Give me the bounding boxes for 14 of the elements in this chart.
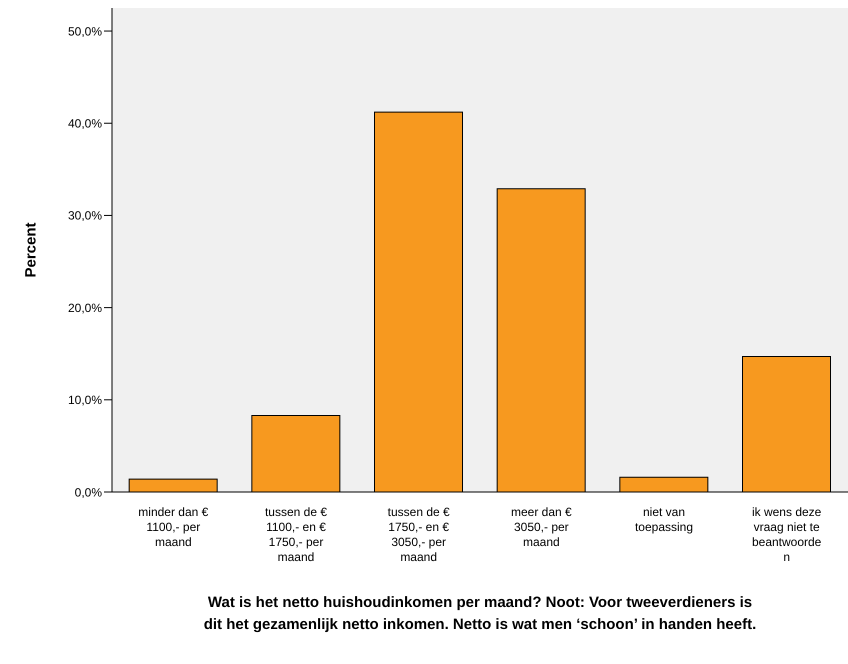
y-tick-label: 50,0% [68, 24, 102, 38]
x-tick-label: niet van toepassing [634, 505, 694, 534]
y-tick-label: 30,0% [68, 208, 102, 223]
y-tick-label: 0,0% [74, 485, 102, 500]
x-tick-label: minder dan € 1100,- per maand [138, 505, 209, 549]
x-tick-label: meer dan € 3050,- per maand [510, 505, 572, 549]
y-tick-label: 10,0% [68, 393, 102, 408]
x-tick-label: ik wens deze vraag niet te beantwoorden [752, 505, 822, 564]
x-tick-label: tussen de € 1750,- en € 3050,- per maand [388, 505, 450, 564]
y-tick-label: 20,0% [68, 300, 102, 315]
y-tick-label: 40,0% [68, 116, 102, 130]
x-axis-title: Wat is het netto huishoudinkomen per maand? Noot: Voor tweeverdieners is dit het gezamenlijk netto inkomen. Netto is wat men ‘schoon’ in handen heeft. [202, 593, 758, 635]
y-axis-title: Percent [22, 222, 40, 278]
x-tick-label: tussen de € 1100,- en € 1750,- per maand [264, 505, 328, 564]
